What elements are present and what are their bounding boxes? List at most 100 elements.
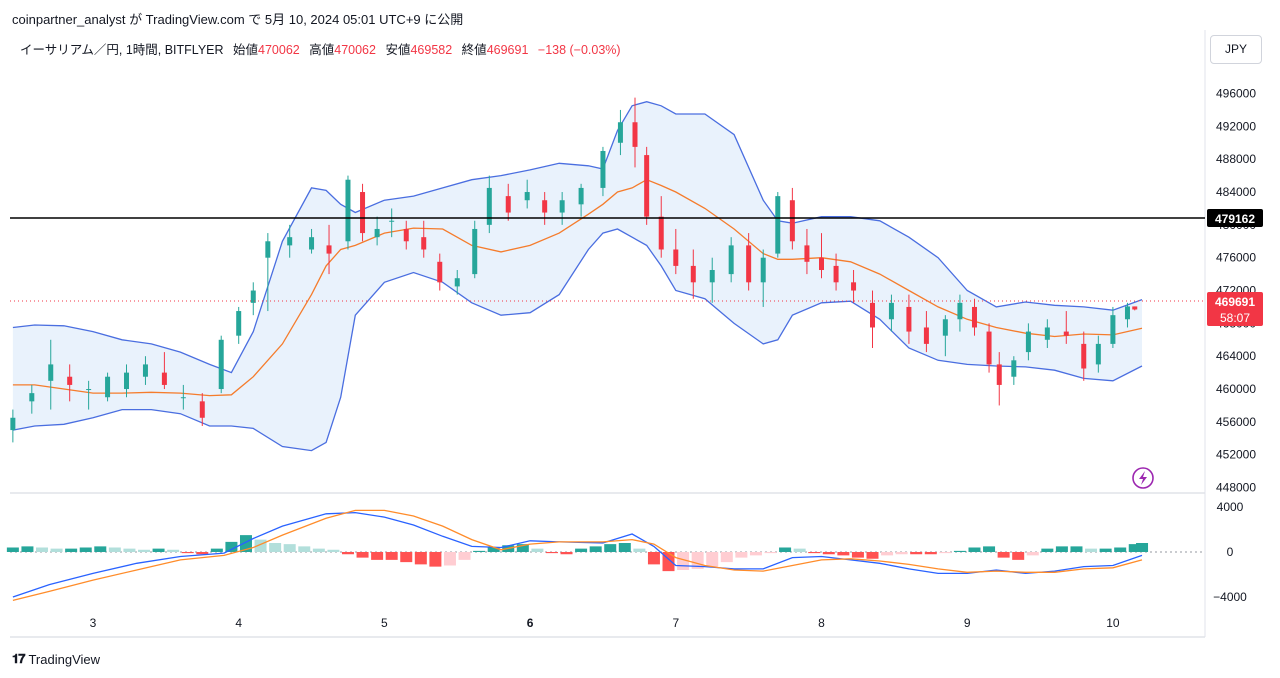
- histogram-bar: [210, 548, 223, 552]
- histogram-bar: [312, 548, 325, 552]
- time-tick: 5: [381, 616, 388, 630]
- candle-body: [360, 192, 366, 234]
- histogram-bar: [341, 552, 354, 555]
- histogram-bar: [473, 550, 486, 552]
- histogram-bar: [881, 552, 894, 556]
- candle-body: [67, 376, 73, 385]
- candle-body: [10, 417, 16, 431]
- candlesticks: [10, 97, 1138, 443]
- candle-body: [644, 155, 650, 217]
- candle-body: [250, 290, 256, 303]
- candle-body: [287, 237, 293, 246]
- publisher-line: coinpartner_analyst が TradingView.com で …: [12, 12, 464, 27]
- histogram-bar: [298, 546, 311, 552]
- histogram-bar: [983, 546, 996, 552]
- price-tick: 484000: [1216, 185, 1256, 199]
- candle-body: [472, 228, 478, 275]
- candle-body: [86, 389, 92, 391]
- time-tick: 10: [1106, 616, 1120, 630]
- histogram-bar: [269, 543, 282, 552]
- histogram-bar: [123, 548, 136, 552]
- histogram-bar: [36, 547, 49, 552]
- low-value: 469582: [410, 43, 453, 57]
- candle-body: [421, 237, 427, 250]
- histogram-bar: [706, 552, 719, 567]
- candle-body: [728, 245, 734, 275]
- time-tick: 7: [672, 616, 679, 630]
- histogram-bar: [152, 548, 165, 552]
- histogram-bar: [50, 548, 63, 552]
- candle-body: [454, 278, 460, 287]
- histogram-bar: [720, 552, 733, 563]
- candle-body: [673, 249, 679, 266]
- time-axis: 3 4 5 6 7 8 9 10: [90, 616, 1120, 630]
- candle-body: [374, 228, 380, 238]
- histogram-bar: [851, 552, 864, 558]
- histogram-bar: [414, 552, 427, 565]
- histogram-bar: [1041, 548, 1054, 552]
- histogram-bar: [1070, 546, 1083, 552]
- histogram-bar: [953, 550, 966, 552]
- price-tick: 488000: [1216, 152, 1256, 166]
- tradingview-logo[interactable]: 𝟏𝟕 TradingView: [12, 651, 100, 667]
- time-tick: 8: [818, 616, 825, 630]
- histogram-bar: [793, 548, 806, 552]
- candle-body: [1132, 306, 1138, 310]
- candle-body: [486, 187, 492, 225]
- candle-body: [142, 364, 148, 377]
- histogram-bar: [1055, 546, 1068, 552]
- histogram-bar: [371, 552, 384, 560]
- histogram-bar: [633, 548, 646, 552]
- lower-band: [12, 228, 1143, 452]
- open-value: 470062: [258, 43, 300, 57]
- tradingview-logo-mark: 𝟏𝟕: [12, 651, 26, 666]
- candle-body: [1110, 315, 1116, 344]
- price-tick: 452000: [1216, 448, 1256, 462]
- candle-body: [789, 200, 795, 242]
- candle-body: [1063, 331, 1069, 336]
- candle-body: [906, 306, 912, 332]
- close-value: 469691: [486, 43, 529, 57]
- histogram-bar: [6, 547, 19, 552]
- histogram-bar: [21, 546, 34, 552]
- currency-button[interactable]: JPY: [1210, 35, 1262, 64]
- histogram-bar: [968, 547, 981, 552]
- histogram-bar: [429, 552, 442, 567]
- candle-body: [833, 265, 839, 283]
- close-label: 終値: [461, 43, 487, 57]
- histogram-bar: [167, 549, 180, 552]
- price-badge-text: 469691: [1215, 295, 1255, 309]
- histogram-bar: [1085, 548, 1098, 552]
- candle-body: [986, 331, 992, 365]
- histogram-bar: [837, 552, 850, 556]
- candle-body: [505, 196, 511, 213]
- histogram-bar: [749, 552, 762, 556]
- candle-body: [971, 306, 977, 328]
- histogram-bar: [910, 552, 923, 555]
- symbol-label[interactable]: イーサリアム／円, 1時間, BITFLYER: [20, 43, 224, 57]
- price-tick: 496000: [1216, 87, 1256, 101]
- candle-body: [542, 200, 548, 213]
- candle-body: [29, 393, 35, 402]
- candle-body: [199, 401, 205, 418]
- histogram-bar: [327, 549, 340, 552]
- histogram-bar: [283, 544, 296, 552]
- candle-body: [888, 302, 894, 320]
- histogram-bar: [1012, 552, 1025, 560]
- candle-body: [48, 364, 54, 381]
- price-axis: 4960004920004880004840004800004760004720…: [1213, 87, 1256, 604]
- candle-body: [524, 192, 530, 201]
- candle-body: [236, 311, 242, 336]
- candle-body: [851, 282, 857, 291]
- histogram-bar: [1114, 547, 1127, 552]
- time-tick: 9: [964, 616, 971, 630]
- histogram-bar: [808, 552, 821, 554]
- signal-line: [12, 509, 1143, 602]
- lightning-icon[interactable]: [1132, 467, 1154, 489]
- histogram-bar: [924, 552, 937, 555]
- brand-text: TradingView: [28, 651, 101, 667]
- countdown-text: 58:07: [1220, 311, 1250, 325]
- histogram-bar: [225, 541, 238, 552]
- candle-body: [345, 179, 351, 242]
